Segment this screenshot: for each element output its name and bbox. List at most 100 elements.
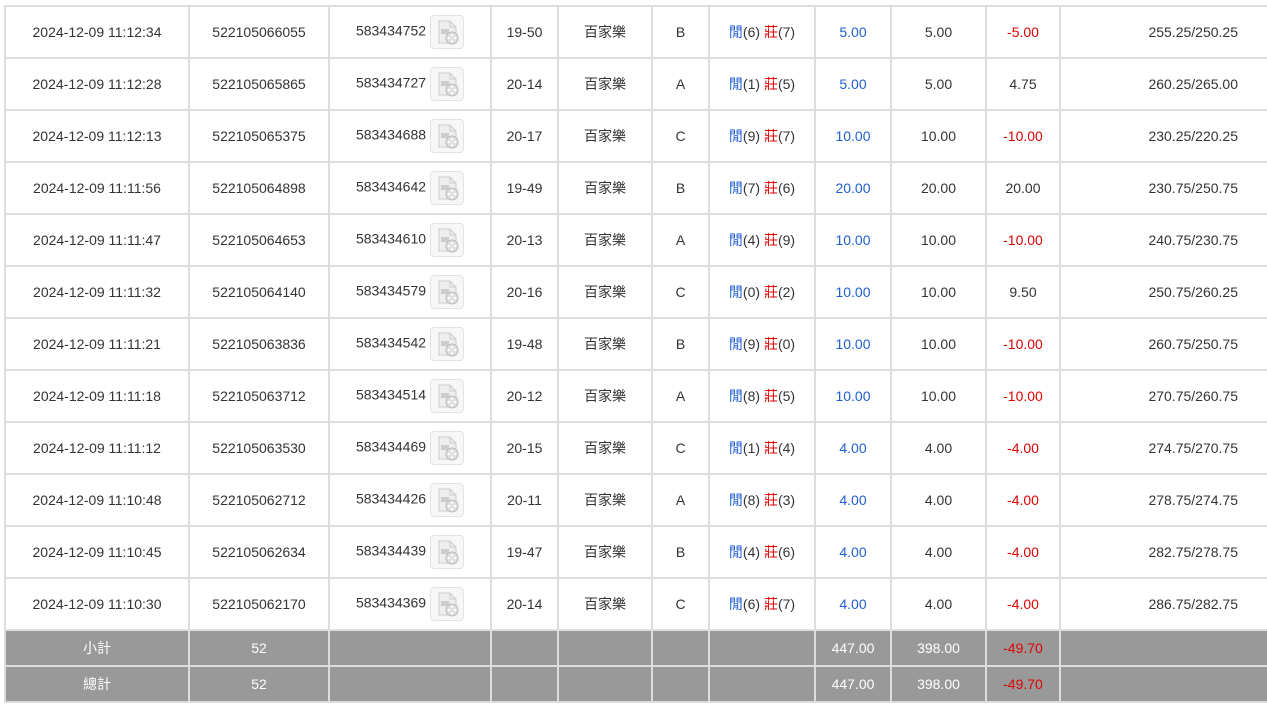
round-id: 583434542	[355, 334, 427, 351]
video-replay-icon[interactable]	[430, 483, 465, 517]
table-row: 2024-12-09 11:10:45 522105062634 583434439…	[4, 525, 1267, 579]
bet-time: 2024-12-09 11:11:18	[4, 369, 190, 423]
bet-time: 2024-12-09 11:11:47	[4, 213, 190, 267]
bet-amount: 4.00	[814, 421, 892, 475]
valid-bet: 10.00	[890, 213, 987, 267]
table-row: 2024-12-09 11:11:32 522105064140 583434579…	[4, 265, 1267, 319]
round-cell: 583434642	[328, 161, 492, 215]
bet-time: 2024-12-09 11:12:28	[4, 57, 190, 111]
player-points: (0)	[742, 284, 761, 300]
player-points: (4)	[742, 232, 761, 248]
banker-points: (7)	[777, 596, 796, 612]
balance: 260.75/250.75	[1059, 317, 1267, 371]
seat: A	[651, 213, 710, 267]
video-replay-icon[interactable]	[430, 15, 465, 49]
win-loss: -10.00	[985, 369, 1061, 423]
balance: 255.25/250.25	[1059, 5, 1267, 59]
banker-label: 莊	[763, 440, 778, 456]
empty-cell	[557, 665, 653, 703]
player-label: 閒	[728, 440, 743, 456]
seat: C	[651, 265, 710, 319]
summary-count: 52	[188, 665, 330, 703]
video-replay-icon[interactable]	[430, 379, 465, 413]
seat: B	[651, 161, 710, 215]
banker-points: (7)	[777, 128, 796, 144]
result-cell: 閒(0) 莊(2)	[708, 265, 816, 319]
summary-valid: 398.00	[890, 629, 987, 667]
player-points: (4)	[742, 544, 761, 560]
balance: 230.75/250.75	[1059, 161, 1267, 215]
balance: 240.75/230.75	[1059, 213, 1267, 267]
player-points: (1)	[742, 440, 761, 456]
bet-time: 2024-12-09 11:10:45	[4, 525, 190, 579]
valid-bet: 4.00	[890, 421, 987, 475]
seat: A	[651, 369, 710, 423]
player-points: (6)	[742, 596, 761, 612]
win-loss: 4.75	[985, 57, 1061, 111]
player-points: (9)	[742, 336, 761, 352]
table-number: 20-14	[490, 57, 559, 111]
game-type: 百家樂	[557, 265, 653, 319]
bet-amount: 10.00	[814, 213, 892, 267]
win-loss: 20.00	[985, 161, 1061, 215]
table-row: 2024-12-09 11:11:12 522105063530 583434469…	[4, 421, 1267, 475]
video-replay-icon[interactable]	[430, 119, 465, 153]
round-cell: 583434610	[328, 213, 492, 267]
round-cell: 583434688	[328, 109, 492, 163]
bet-id: 522105065375	[188, 109, 330, 163]
round-cell: 583434752	[328, 5, 492, 59]
bet-time: 2024-12-09 11:11:12	[4, 421, 190, 475]
banker-points: (4)	[777, 440, 796, 456]
banker-points: (5)	[777, 388, 796, 404]
bet-id: 522105062634	[188, 525, 330, 579]
win-loss: -10.00	[985, 109, 1061, 163]
video-replay-icon[interactable]	[430, 67, 465, 101]
balance: 286.75/282.75	[1059, 577, 1267, 631]
player-label: 閒	[728, 284, 743, 300]
video-replay-icon[interactable]	[430, 275, 465, 309]
table-number: 20-11	[490, 473, 559, 527]
video-replay-icon[interactable]	[430, 327, 465, 361]
bet-time: 2024-12-09 11:11:32	[4, 265, 190, 319]
win-loss: -4.00	[985, 421, 1061, 475]
player-label: 閒	[728, 76, 743, 92]
seat: A	[651, 57, 710, 111]
banker-points: (9)	[777, 232, 796, 248]
banker-label: 莊	[763, 24, 778, 40]
balance: 282.75/278.75	[1059, 525, 1267, 579]
win-loss: 9.50	[985, 265, 1061, 319]
summary-bet: 447.00	[814, 629, 892, 667]
game-type: 百家樂	[557, 525, 653, 579]
win-loss: -10.00	[985, 317, 1061, 371]
valid-bet: 4.00	[890, 577, 987, 631]
video-replay-icon[interactable]	[430, 535, 465, 569]
player-label: 閒	[728, 544, 743, 560]
round-id: 583434369	[355, 594, 427, 611]
bet-id: 522105064140	[188, 265, 330, 319]
game-type: 百家樂	[557, 213, 653, 267]
video-replay-icon[interactable]	[430, 587, 465, 621]
table-row: 2024-12-09 11:11:18 522105063712 583434514…	[4, 369, 1267, 423]
valid-bet: 20.00	[890, 161, 987, 215]
result-cell: 閒(6) 莊(7)	[708, 5, 816, 59]
round-id: 583434688	[355, 126, 427, 143]
video-replay-icon[interactable]	[430, 171, 465, 205]
seat: C	[651, 577, 710, 631]
video-replay-icon[interactable]	[430, 223, 465, 257]
bet-id: 522105063836	[188, 317, 330, 371]
summary-win: -49.70	[985, 629, 1061, 667]
summary-row: 小計 52 447.00 398.00 -49.70	[4, 629, 1267, 667]
round-cell: 583434369	[328, 577, 492, 631]
player-points: (8)	[742, 492, 761, 508]
bet-time: 2024-12-09 11:11:56	[4, 161, 190, 215]
video-replay-icon[interactable]	[430, 431, 465, 465]
bet-amount: 10.00	[814, 265, 892, 319]
table-row: 2024-12-09 11:11:21 522105063836 583434542…	[4, 317, 1267, 371]
bet-id: 522105063712	[188, 369, 330, 423]
table-number: 20-17	[490, 109, 559, 163]
bet-time: 2024-12-09 11:11:21	[4, 317, 190, 371]
round-id: 583434579	[355, 282, 427, 299]
player-points: (9)	[742, 128, 761, 144]
empty-cell	[328, 665, 492, 703]
bet-time: 2024-12-09 11:12:13	[4, 109, 190, 163]
